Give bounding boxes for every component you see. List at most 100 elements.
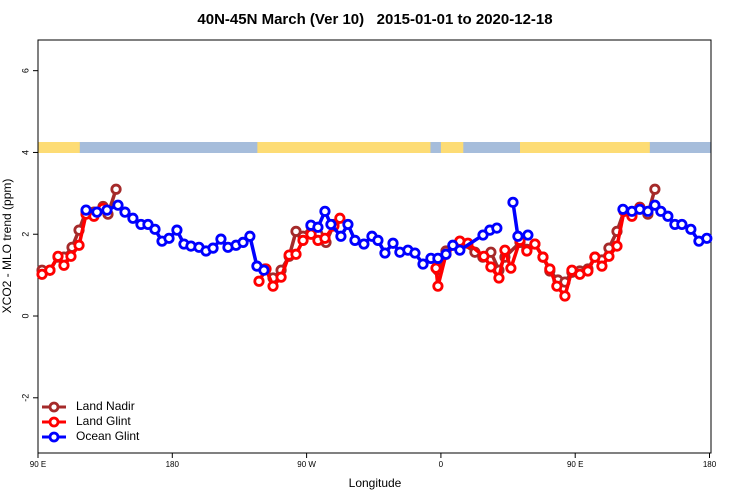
legend-marker	[48, 416, 60, 428]
point	[149, 223, 161, 235]
point	[358, 238, 370, 250]
x-tick-label: 180	[703, 460, 717, 469]
point	[499, 244, 511, 256]
point	[319, 232, 331, 244]
legend-label: Ocean Glint	[76, 429, 140, 443]
point	[244, 230, 256, 242]
land-band	[38, 142, 80, 153]
point	[91, 206, 103, 218]
point	[58, 259, 70, 271]
point	[676, 218, 688, 231]
point	[447, 239, 459, 251]
x-tick-label: 0	[439, 460, 444, 469]
point	[512, 230, 524, 242]
point	[112, 199, 124, 211]
point	[342, 218, 354, 231]
point	[582, 265, 594, 277]
legend-label: Land Glint	[76, 414, 131, 428]
point	[290, 225, 302, 237]
point	[409, 247, 421, 259]
point	[73, 239, 85, 251]
point	[685, 223, 697, 235]
point	[617, 203, 629, 215]
point	[432, 252, 444, 264]
point	[127, 212, 139, 224]
point	[253, 275, 265, 287]
point	[529, 238, 541, 250]
point	[491, 222, 503, 234]
point	[505, 262, 517, 274]
point	[387, 237, 399, 249]
point	[110, 183, 122, 195]
point	[171, 224, 183, 236]
land-band	[257, 142, 431, 153]
point	[701, 232, 713, 244]
x-tick-label: 180	[166, 460, 180, 469]
point	[372, 234, 384, 246]
y-tick-label: -2	[20, 394, 30, 402]
point	[430, 262, 442, 274]
point	[478, 250, 490, 262]
x-tick-label: 90 E	[30, 460, 46, 469]
point	[544, 263, 556, 275]
point	[275, 271, 287, 283]
point	[52, 250, 64, 262]
point	[559, 290, 571, 302]
point	[655, 205, 667, 217]
point	[44, 264, 56, 276]
point	[215, 233, 227, 245]
point	[485, 261, 497, 273]
point	[589, 251, 601, 263]
point	[290, 248, 302, 260]
point	[537, 251, 549, 263]
point	[379, 247, 391, 259]
point	[319, 205, 331, 217]
point	[119, 206, 131, 218]
point	[417, 258, 429, 270]
point	[258, 264, 270, 276]
point	[521, 245, 533, 257]
x-axis-label: Longitude	[349, 476, 402, 490]
y-tick-label: 0	[20, 314, 30, 319]
point	[325, 218, 337, 231]
point	[432, 280, 444, 292]
y-tick-label: 4	[20, 150, 30, 155]
point	[207, 242, 219, 254]
point	[237, 236, 249, 249]
legend-marker	[48, 401, 60, 413]
point	[596, 260, 608, 272]
point	[312, 221, 324, 233]
y-tick-label: 6	[20, 68, 30, 73]
legend-marker	[48, 431, 60, 443]
series-line	[85, 202, 708, 272]
point	[349, 234, 361, 246]
point	[603, 250, 615, 262]
legend-label: Land Nadir	[76, 399, 135, 413]
point	[522, 229, 534, 241]
point	[649, 183, 661, 195]
point	[440, 248, 452, 260]
point	[611, 240, 623, 252]
land-band	[519, 142, 650, 153]
point	[65, 250, 77, 262]
point	[642, 205, 654, 217]
point	[142, 218, 154, 231]
point	[662, 210, 674, 222]
series-line	[42, 188, 657, 284]
x-tick-label: 90 W	[297, 460, 316, 469]
y-tick-label: 2	[20, 232, 30, 237]
y-axis-label: XCO2 - MLO trend (ppm)	[0, 179, 14, 314]
point	[267, 280, 279, 292]
point	[80, 204, 92, 216]
point	[551, 280, 563, 292]
x-tick-label: 90 E	[567, 460, 583, 469]
point	[493, 272, 505, 284]
point	[297, 234, 309, 246]
point	[334, 212, 346, 224]
land-band	[440, 142, 464, 153]
point	[163, 232, 175, 244]
plot-frame	[37, 39, 712, 454]
point	[101, 204, 113, 216]
point	[454, 244, 466, 256]
